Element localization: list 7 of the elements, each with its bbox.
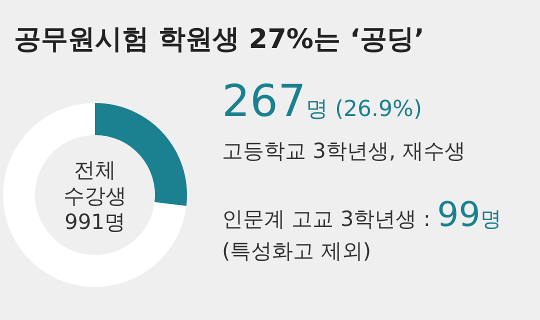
text: 전체 수강생 991명 [64,158,126,234]
donut-slice [3,103,186,287]
slice-label: 고등학교 3학년생, 재수생 [222,139,466,163]
data-label: 267명 (26.9%) [222,76,422,127]
chart-title: 공무원시험 학원생 27%는 ‘공딩’ [14,24,424,55]
text: 인문계 고교 3학년생 : 99명 [222,195,502,235]
text: (특성화고 제외) [222,239,372,263]
